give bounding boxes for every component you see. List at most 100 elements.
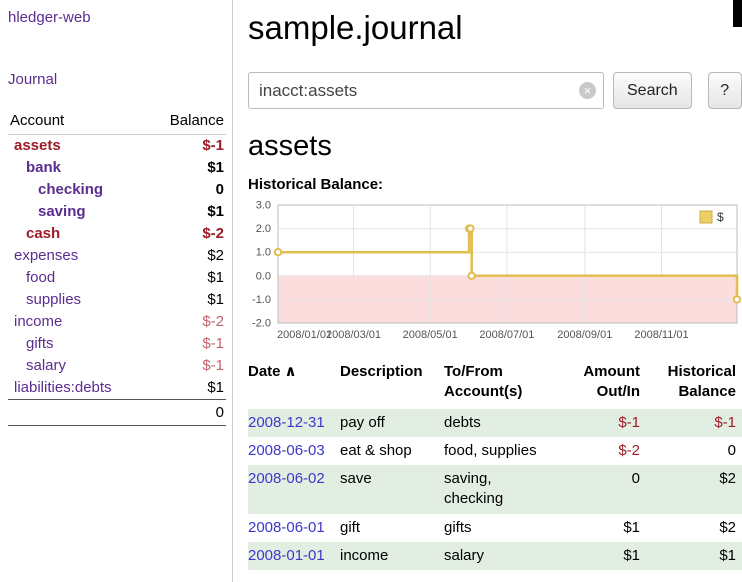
transaction-date-link[interactable]: 2008-06-01 — [248, 518, 325, 536]
account-row: assets $-1 — [8, 135, 226, 158]
register-header-row: Date ∧ Description To/From Account(s) Amo… — [248, 360, 742, 409]
main-content: sample.journal × Search ? assets Histori… — [248, 0, 742, 570]
register-table: Date ∧ Description To/From Account(s) Amo… — [248, 360, 742, 570]
register-description: gift — [340, 518, 361, 536]
register-header-amount: Amount Out/In — [583, 363, 640, 401]
register-header-date[interactable]: Date ∧ — [248, 360, 340, 409]
account-row: cash $-2 — [8, 223, 226, 245]
account-link[interactable]: gifts — [26, 335, 54, 352]
register-header-description: Description — [340, 363, 423, 380]
account-balance: $1 — [207, 379, 224, 396]
register-body: 2008-12-31 pay off debts $-1 $-1 2008-06-03 ea… — [248, 408, 742, 570]
account-balance: $1 — [207, 203, 224, 220]
account-link[interactable]: expenses — [14, 247, 79, 264]
account-row: expenses $2 — [8, 245, 226, 267]
balance-chart: 3.0 2.0 1.0 0.0 -1.0 -2.0 2008/01/01 2008/03/01… — [248, 200, 742, 342]
transaction-date-link[interactable]: 2008-01-01 — [248, 546, 325, 564]
search-box: × — [248, 72, 604, 109]
x-axis-tick-label: 2008/05/01 — [403, 329, 458, 341]
chart-title: Historical Balance: — [248, 176, 384, 193]
data-point-marker — [467, 271, 476, 281]
accounts-header-account: Account — [8, 110, 148, 135]
account-row: supplies $1 — [8, 289, 226, 311]
help-button[interactable]: ? — [707, 72, 742, 109]
account-balance: $-2 — [202, 313, 224, 330]
account-link[interactable]: assets — [14, 137, 61, 154]
register-amount: $-2 — [618, 441, 640, 459]
clear-search-icon[interactable]: × — [579, 82, 596, 99]
register-description: pay off — [340, 413, 385, 431]
register-date-cell: 2008-06-03 — [248, 437, 340, 465]
register-accounts: saving, checking — [444, 470, 504, 508]
register-header-date-label: Date — [248, 363, 281, 380]
account-row: checking 0 — [8, 179, 226, 201]
screen-corner-artifact — [733, 0, 742, 27]
account-link[interactable]: bank — [26, 159, 62, 176]
y-axis-tick-label: 3.0 — [256, 200, 271, 212]
account-link[interactable]: food — [26, 269, 56, 286]
accounts-body: assets $-1 bank $1 checking 0 saving $1 cash $-2 e… — [8, 135, 226, 400]
account-link[interactable]: cash — [26, 225, 61, 242]
register-header-accounts: To/From Account(s) — [444, 363, 523, 401]
data-point-marker — [466, 224, 475, 233]
register-date-cell: 2008-01-01 — [248, 542, 340, 570]
legend-label: $ — [717, 210, 724, 224]
account-row: gifts $-1 — [8, 333, 226, 355]
register-amount: $1 — [623, 518, 640, 536]
data-point-marker — [273, 248, 283, 257]
register-accounts: gifts — [444, 518, 472, 536]
register-balance: $1 — [719, 546, 736, 564]
page-title: sample.journal — [248, 9, 463, 46]
register-row: 2008-12-31 pay off debts $-1 $-1 — [248, 408, 742, 437]
transaction-date-link[interactable]: 2008-12-31 — [248, 413, 325, 431]
balance-chart-svg: 3.0 2.0 1.0 0.0 -1.0 -2.0 2008/01/012008/03/01… — [252, 200, 742, 341]
search-form: × Search ? — [248, 72, 742, 109]
account-balance: $1 — [207, 291, 224, 308]
accounts-total-row: 0 — [8, 399, 226, 426]
account-balance: $-1 — [202, 335, 224, 352]
y-axis-tick-label: 2.0 — [256, 223, 271, 235]
data-point-marker — [732, 295, 742, 304]
account-link[interactable]: liabilities:debts — [14, 379, 112, 396]
search-button[interactable]: Search — [613, 72, 692, 109]
account-heading: assets — [248, 130, 332, 162]
account-row: salary $-1 — [8, 355, 226, 377]
transaction-date-link[interactable]: 2008-06-02 — [248, 470, 325, 487]
register-balance: $-1 — [714, 413, 736, 431]
account-row: food $1 — [8, 267, 226, 289]
register-header-balance: Historical Balance — [667, 363, 736, 401]
register-row: 2008-06-03 eat & shop food, supplies $-2 0 — [248, 437, 742, 465]
register-amount: $-1 — [618, 413, 640, 431]
register-amount: $1 — [623, 546, 640, 564]
register-balance: 0 — [727, 441, 736, 459]
register-accounts: food, supplies — [444, 441, 537, 459]
account-balance: $-1 — [202, 137, 224, 154]
account-row: income $-2 — [8, 311, 226, 333]
accounts-header-balance: Balance — [147, 110, 226, 135]
account-balance: $-2 — [202, 225, 224, 242]
search-input[interactable] — [248, 72, 604, 109]
nav-journal-link[interactable]: Journal — [8, 71, 58, 88]
app-title-link[interactable]: hledger-web — [8, 9, 91, 26]
register-amount: 0 — [631, 470, 640, 487]
account-link[interactable]: supplies — [26, 291, 82, 308]
account-link[interactable]: checking — [38, 181, 104, 198]
register-description: income — [340, 546, 389, 564]
account-link[interactable]: income — [14, 313, 63, 330]
account-row: saving $1 — [8, 201, 226, 223]
y-axis-tick-label: -2.0 — [252, 318, 271, 330]
account-link[interactable]: saving — [38, 203, 86, 220]
account-link[interactable]: salary — [26, 357, 67, 374]
y-axis-tick-label: -1.0 — [252, 294, 271, 306]
account-row: bank $1 — [8, 157, 226, 179]
y-axis-tick-label: 0.0 — [256, 270, 271, 282]
transaction-date-link[interactable]: 2008-06-03 — [248, 441, 325, 459]
register-row: 2008-06-01 gift gifts $1 $2 — [248, 514, 742, 542]
x-axis-tick-label: 2008/01/01 — [277, 329, 332, 341]
register-date-cell: 2008-12-31 — [248, 409, 340, 437]
register-accounts: salary — [444, 546, 485, 564]
account-row: liabilities:debts $1 — [8, 377, 226, 400]
account-balance: $2 — [207, 247, 224, 264]
accounts-table: Account Balance assets $-1 bank $1 checking 0… — [8, 110, 226, 426]
register-date-cell: 2008-06-01 — [248, 514, 340, 542]
